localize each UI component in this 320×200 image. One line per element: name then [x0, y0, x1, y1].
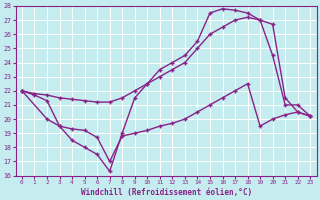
X-axis label: Windchill (Refroidissement éolien,°C): Windchill (Refroidissement éolien,°C) [81, 188, 252, 197]
